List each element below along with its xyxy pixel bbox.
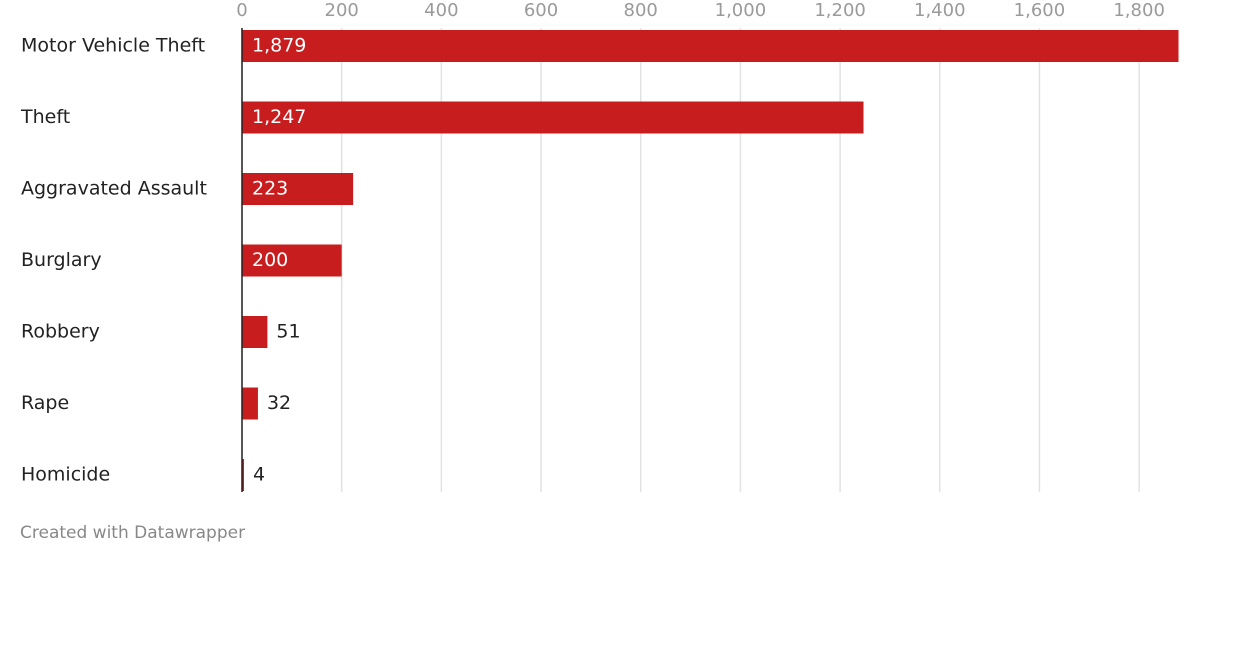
value-label: 223 bbox=[252, 178, 288, 200]
bar bbox=[242, 101, 864, 134]
bar bbox=[242, 244, 342, 277]
x-tick-label: 1,400 bbox=[914, 0, 966, 21]
x-tick-label: 200 bbox=[325, 0, 359, 21]
value-label: 32 bbox=[267, 392, 291, 414]
bar bbox=[242, 30, 1179, 62]
category-label: Theft bbox=[20, 106, 70, 128]
x-tick-label: 400 bbox=[424, 0, 458, 21]
value-label: 51 bbox=[276, 321, 300, 343]
bar bbox=[242, 459, 244, 491]
x-tick-label: 1,600 bbox=[1014, 0, 1066, 21]
x-tick-label: 1,200 bbox=[814, 0, 866, 21]
value-label: 1,879 bbox=[252, 35, 306, 57]
bar bbox=[242, 387, 258, 420]
category-label: Robbery bbox=[21, 321, 100, 343]
bar bbox=[242, 173, 354, 205]
x-tick-label: 1,800 bbox=[1113, 0, 1165, 21]
x-tick-label: 0 bbox=[236, 0, 247, 21]
x-tick-label: 600 bbox=[524, 0, 558, 21]
bar bbox=[242, 316, 268, 348]
x-tick-label: 800 bbox=[624, 0, 658, 21]
value-label: 200 bbox=[252, 249, 288, 271]
value-label: 4 bbox=[253, 464, 265, 486]
category-label: Aggravated Assault bbox=[21, 178, 207, 200]
category-label: Homicide bbox=[21, 464, 110, 486]
category-label: Rape bbox=[21, 392, 69, 414]
category-label: Burglary bbox=[21, 249, 102, 271]
credit: Created with Datawrapper bbox=[20, 523, 245, 543]
x-tick-label: 1,000 bbox=[715, 0, 767, 21]
value-label: 1,247 bbox=[252, 106, 306, 128]
category-label: Motor Vehicle Theft bbox=[21, 35, 205, 57]
